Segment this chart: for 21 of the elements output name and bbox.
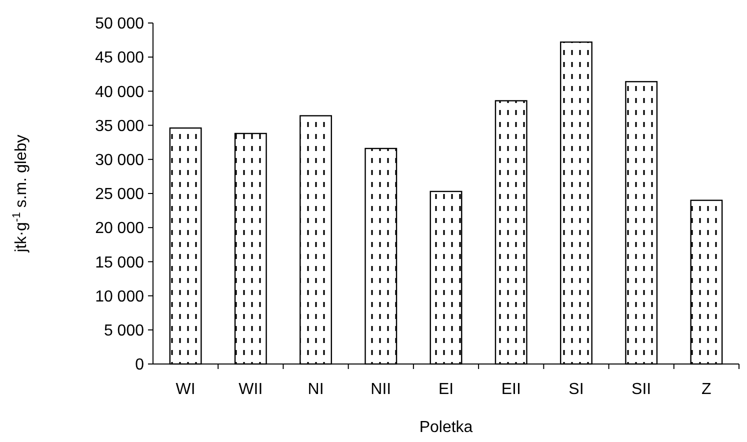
x-tick-label: Z xyxy=(702,381,712,398)
x-tick-label: SI xyxy=(568,381,584,398)
x-tick-label: NII xyxy=(370,381,392,398)
x-tick-label: EI xyxy=(438,381,454,398)
x-tick-label: WI xyxy=(176,381,196,398)
y-tick-label: 15 000 xyxy=(95,254,144,272)
y-tick-label: 50 000 xyxy=(95,16,144,33)
x-tick-label: EII xyxy=(501,381,521,398)
x-tick-label: SII xyxy=(632,381,652,398)
y-tick-label: 30 000 xyxy=(95,152,144,169)
x-axis-title: Poletka xyxy=(419,419,473,436)
y-tick-label: 5 000 xyxy=(104,322,144,340)
y-tick-label: 40 000 xyxy=(95,84,144,101)
y-tick-label: 20 000 xyxy=(95,220,144,238)
y-tick-label: 45 000 xyxy=(95,50,144,67)
x-tick-label: NI xyxy=(308,381,324,398)
y-tick-label: 25 000 xyxy=(95,186,144,204)
y-tick-label: 0 xyxy=(135,356,144,374)
y-tick-label: 10 000 xyxy=(95,288,144,306)
y-tick-label: 35 000 xyxy=(95,118,144,135)
x-tick-label: WII xyxy=(238,381,263,398)
